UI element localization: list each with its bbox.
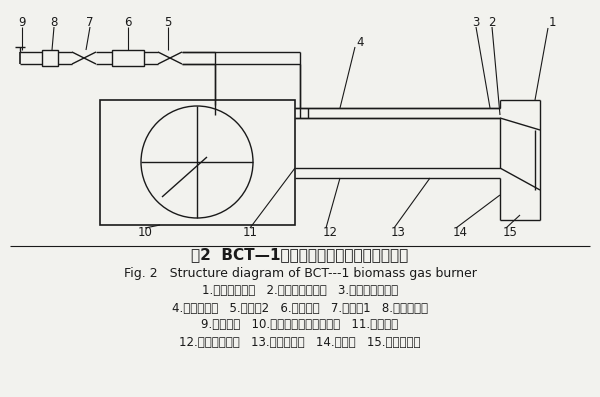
- Text: 图2  BCT—1型生物质燃气燃烧器结构示意图: 图2 BCT—1型生物质燃气燃烧器结构示意图: [191, 247, 409, 262]
- Text: 10: 10: [137, 227, 152, 239]
- Text: 3: 3: [472, 15, 479, 29]
- Text: 12: 12: [323, 227, 337, 239]
- Text: 12.柴油雾化喷嘴   13.高压点火器   14.燃烧区   15.高温烟气区: 12.柴油雾化喷嘴 13.高压点火器 14.燃烧区 15.高温烟气区: [179, 335, 421, 349]
- Text: 8: 8: [50, 15, 58, 29]
- Text: 1.火焰稳定格网   2.热敏传感器探头   3.光敏传感器探头: 1.火焰稳定格网 2.热敏传感器探头 3.光敏传感器探头: [202, 285, 398, 297]
- Text: 2: 2: [488, 15, 496, 29]
- Text: 11: 11: [242, 227, 257, 239]
- Text: 14: 14: [452, 227, 467, 239]
- Text: 6: 6: [124, 15, 132, 29]
- Bar: [42, 50, 58, 66]
- Bar: [112, 50, 144, 66]
- Text: 4: 4: [356, 35, 364, 48]
- Text: 9.燃气总阀   10.油泵、风机、控制单元   11.供风通道: 9.燃气总阀 10.油泵、风机、控制单元 11.供风通道: [202, 318, 398, 331]
- Text: 13: 13: [391, 227, 406, 239]
- Text: 5: 5: [164, 15, 172, 29]
- Text: 4.燃气布气器   5.燃气阀2   6.燃气管路   7.电磁阀1   8.燃气过滤器: 4.燃气布气器 5.燃气阀2 6.燃气管路 7.电磁阀1 8.燃气过滤器: [172, 301, 428, 314]
- Text: 7: 7: [86, 15, 94, 29]
- Text: Fig. 2   Structure diagram of BCT---1 biomass gas burner: Fig. 2 Structure diagram of BCT---1 biom…: [124, 266, 476, 279]
- Bar: [100, 100, 295, 225]
- Text: 9: 9: [18, 15, 26, 29]
- Text: 15: 15: [503, 227, 517, 239]
- Text: 1: 1: [548, 15, 556, 29]
